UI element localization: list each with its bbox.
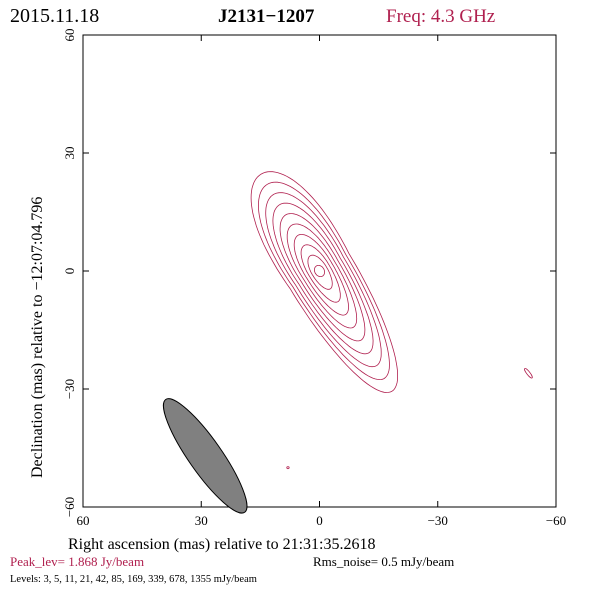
contour-level [293, 234, 349, 316]
contour-levels: Levels: 3, 5, 11, 21, 42, 85, 169, 339, … [10, 574, 257, 585]
peak-level: Peak_lev= 1.868 Jy/beam [10, 554, 144, 569]
y-tick-label: −60 [62, 497, 77, 517]
x-tick-label: −30 [428, 513, 448, 528]
y-axis-label: Declination (mas) relative to −12:07:04.… [29, 197, 46, 478]
contour-level [314, 265, 325, 277]
beam-group [162, 398, 248, 514]
x-tick-label: −60 [546, 513, 566, 528]
y-tick-label: −30 [62, 379, 77, 399]
axis-ticks: 60 30 0 −30 −60 −60 −30 0 30 60 [62, 29, 566, 529]
contour-level [265, 192, 382, 368]
x-tick-label: 60 [77, 513, 90, 528]
contour-set [250, 171, 398, 393]
x-axis-label: Right ascension (mas) relative to 21:31:… [68, 536, 376, 553]
beam-ellipse [162, 398, 248, 514]
contour-level [279, 213, 366, 342]
contour-level [250, 171, 398, 393]
contour-level [272, 202, 374, 355]
observation-date: 2015.11.18 [10, 5, 99, 27]
source-name: J2131−1207 [218, 6, 315, 27]
contour-level [300, 244, 341, 303]
y-tick-label: 0 [62, 268, 77, 275]
rms-noise: Rms_noise= 0.5 mJy/beam [313, 554, 454, 569]
contour-level [286, 223, 358, 329]
y-tick-label: 60 [62, 29, 77, 42]
x-tick-label: 0 [316, 513, 323, 528]
x-tick-label: 30 [195, 513, 208, 528]
contour-level [307, 254, 333, 290]
frequency-label: Freq: 4.3 GHz [386, 6, 495, 27]
y-tick-label: 30 [62, 147, 77, 160]
feature-group [286, 368, 533, 470]
feature-contour [524, 368, 533, 379]
plot-frame [82, 34, 557, 508]
contour-level [257, 181, 390, 381]
feature-contour [286, 466, 290, 470]
